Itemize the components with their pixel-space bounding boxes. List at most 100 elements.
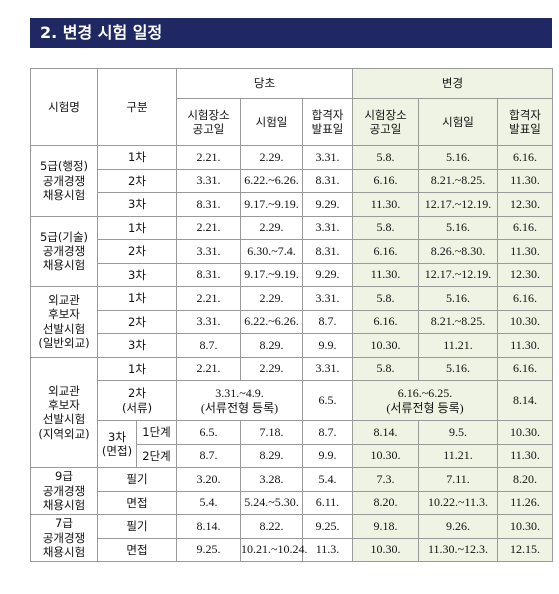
data-cell: 9.26.: [418, 514, 499, 539]
data-cell: 8.20.: [352, 490, 420, 515]
data-cell: 3.31.: [176, 239, 242, 264]
data-cell: 2.21.: [176, 215, 242, 240]
data-cell: 6.30.~7.4.: [240, 239, 304, 264]
data-cell: 11.30.: [352, 192, 420, 217]
exam-name: 5급(기술) 공개경쟁 채용시험: [30, 215, 98, 287]
data-cell: 3.31.: [302, 215, 354, 240]
table-row: 시험장소 공고일 시험일 합격자 발표일 시험장소 공고일 시험일 합격자 발표일: [31, 98, 554, 146]
data-cell: 8.31.: [176, 192, 242, 217]
data-cell: 6.16.: [497, 145, 554, 170]
header-cell: 시험장소 공고일: [176, 98, 242, 146]
data-cell: 3.20.: [176, 467, 242, 492]
data-cell: 3.31.: [302, 356, 354, 381]
row-label: 면접: [96, 537, 178, 562]
data-cell: 9.25.: [302, 514, 354, 539]
data-cell: 3.31.: [176, 309, 242, 334]
data-cell: 11.30.: [497, 443, 554, 468]
table-row: 면접 5.4. 5.24.~5.30. 6.11. 8.20. 10.22.~11.3. 1…: [31, 490, 554, 515]
data-cell: 11.30.: [352, 262, 420, 287]
data-cell: 5.8.: [352, 356, 420, 381]
header-cell: 변경: [352, 68, 554, 99]
data-cell: 9.29.: [302, 192, 354, 217]
table-row: 5급(행정) 공개경쟁 채용시험 1차 2.21. 2.29. 3.31. 5.8. 5.1…: [30, 145, 554, 217]
data-cell: 8.21.~8.25.: [418, 168, 499, 193]
table-row: 3차 (면접) 1단계 6.5. 7.18. 8.7. 8.14. 9.5. 10.30.: [31, 420, 554, 468]
row-label: 1차: [96, 286, 178, 311]
data-cell: 11.21.: [418, 443, 499, 468]
data-cell: 6.16.: [352, 168, 420, 193]
data-cell: 2.29.: [240, 356, 304, 381]
table-row: 2단계 8.7. 8.29. 9.9. 10.30. 11.21. 11.30.: [31, 443, 554, 468]
data-cell: 6.16.: [497, 215, 554, 240]
row-label: 3차: [96, 192, 178, 217]
data-cell: 5.8.: [352, 286, 420, 311]
exam-name: 5급(행정) 공개경쟁 채용시험: [30, 145, 98, 217]
row-label: 1차: [96, 356, 178, 381]
row-label: 3차: [96, 262, 178, 287]
data-cell: 10.30.: [352, 537, 420, 562]
table-row: 5급(기술) 공개경쟁 채용시험 1차 2.21. 2.29. 3.31. 5.8. 5.1…: [30, 215, 554, 287]
data-cell: 3.31.: [302, 145, 354, 170]
row-label: 3차 (면접): [97, 420, 137, 468]
data-cell: 5.8.: [352, 215, 420, 240]
table-row: 7급 공개경쟁 채용시험 필기 8.14. 8.22. 9.25. 9.18. 9.26. 1…: [30, 514, 554, 562]
data-cell: 6.5.: [176, 420, 242, 445]
data-cell: 5.16.: [418, 215, 499, 240]
data-cell: 3.31.: [302, 286, 354, 311]
data-cell: 6.11.: [302, 490, 354, 515]
data-cell: 12.30.: [497, 192, 554, 217]
data-cell: 5.4.: [302, 467, 354, 492]
table-row: 2차 3.31. 6.22.~6.26. 8.7. 6.16. 8.21.~8.25. 10…: [31, 309, 554, 334]
data-cell: 11.30.~12.3.: [418, 537, 499, 562]
data-cell: 8.7.: [302, 309, 354, 334]
table-row: 면접 9.25. 10.21.~10.24. 11.3. 10.30. 11.30.~12…: [31, 537, 554, 562]
header-cell: 당초: [176, 68, 354, 99]
header-cell: 구분: [96, 68, 178, 146]
data-cell: 3.28.: [240, 467, 304, 492]
table-row: 2차 3.31. 6.22.~6.26. 8.31. 6.16. 8.21.~8.25. 1…: [31, 168, 554, 193]
data-cell: 6.16.: [352, 239, 420, 264]
data-cell: 6.16.~6.25. (서류전형 등록): [352, 380, 499, 421]
data-cell: 8.14.: [176, 514, 242, 539]
data-cell: 8.31.: [176, 262, 242, 287]
data-cell: 10.30.: [497, 514, 554, 539]
data-cell: 9.5.: [418, 420, 499, 445]
data-cell: 8.31.: [302, 239, 354, 264]
header-cell: 시험장소 공고일: [352, 98, 420, 146]
data-cell: 10.22.~11.3.: [418, 490, 499, 515]
data-cell: 2.29.: [240, 286, 304, 311]
data-cell: 5.16.: [418, 356, 499, 381]
schedule-table: 시험명 구분 당초 변경 시험장소 공고일 시험일 합격자 발표일 시험장소 공고일 시험일 합격…: [30, 68, 554, 562]
data-cell: 8.20.: [497, 467, 554, 492]
data-cell: 5.8.: [352, 145, 420, 170]
data-cell: 8.7.: [176, 443, 242, 468]
data-cell: 11.21.: [418, 333, 499, 358]
row-label: 2차: [96, 168, 178, 193]
data-cell: 6.16.: [497, 286, 554, 311]
data-cell: 11.30.: [497, 239, 554, 264]
row-label: 1차: [96, 145, 178, 170]
row-label: 2차: [96, 239, 178, 264]
data-cell: 2.29.: [240, 145, 304, 170]
table-row: 3차 8.31. 9.17.~9.19. 9.29. 11.30. 12.17.~12.1…: [31, 192, 554, 217]
exam-name: 외교관 후보자 선발시험 (지역외교): [30, 356, 98, 468]
data-cell: 7.3.: [352, 467, 420, 492]
row-label: 3차: [96, 333, 178, 358]
data-cell: 10.30.: [352, 443, 420, 468]
data-cell: 8.31.: [302, 168, 354, 193]
exam-name: 9급 공개경쟁 채용시험: [30, 467, 98, 515]
data-cell: 9.17.~9.19.: [240, 192, 304, 217]
header-cell: 시험일: [418, 98, 499, 146]
data-cell: 8.7.: [302, 420, 354, 445]
data-cell: 8.29.: [240, 443, 304, 468]
data-cell: 9.9.: [302, 443, 354, 468]
data-cell: 8.7.: [176, 333, 242, 358]
data-cell: 6.5.: [302, 380, 354, 421]
data-cell: 11.3.: [302, 537, 354, 562]
data-cell: 12.17.~12.19.: [418, 192, 499, 217]
table-row: 시험명 구분 당초 변경: [30, 68, 554, 146]
data-cell: 7.18.: [240, 420, 304, 445]
data-cell: 2.29.: [240, 215, 304, 240]
data-cell: 2.21.: [176, 356, 242, 381]
row-label: 2차: [96, 309, 178, 334]
